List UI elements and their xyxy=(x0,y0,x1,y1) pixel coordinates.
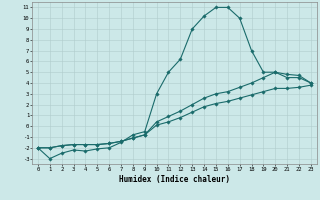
X-axis label: Humidex (Indice chaleur): Humidex (Indice chaleur) xyxy=(119,175,230,184)
